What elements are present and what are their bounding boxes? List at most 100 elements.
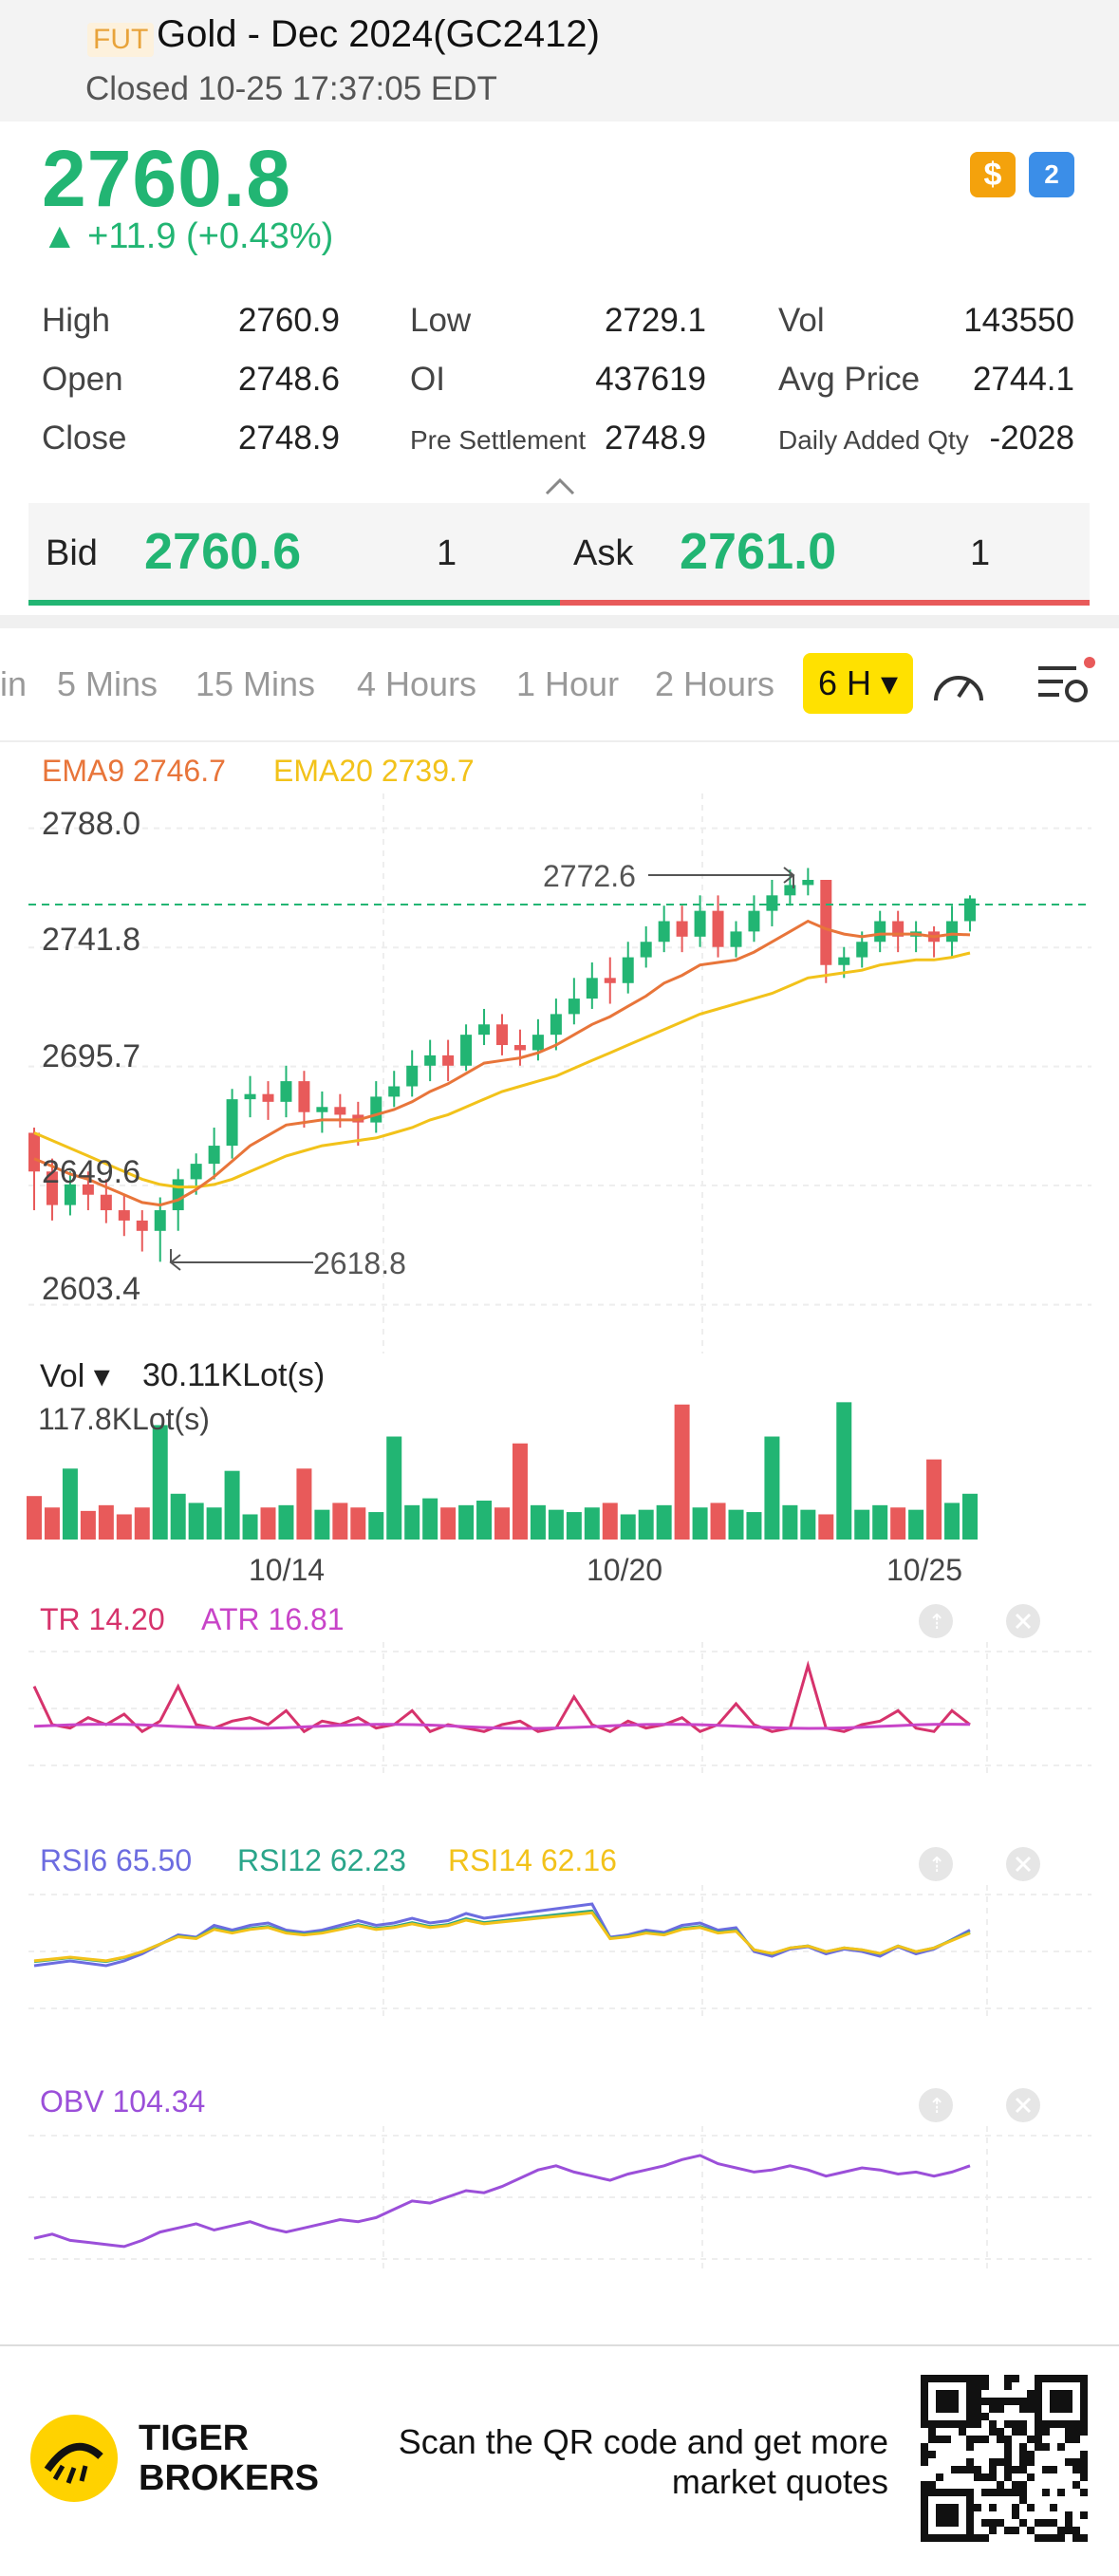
candle bbox=[694, 895, 706, 947]
x-tick: 10/20 bbox=[587, 1553, 663, 1587]
candle bbox=[28, 1128, 40, 1211]
futures-badge: FUT bbox=[87, 23, 155, 57]
candle bbox=[748, 895, 760, 943]
volume-bar bbox=[386, 1436, 402, 1540]
low-annotation: 2618.8 bbox=[169, 1246, 406, 1280]
tab-1-min[interactable]: in bbox=[0, 664, 28, 703]
candle bbox=[226, 1089, 238, 1159]
candle bbox=[136, 1210, 148, 1252]
candle bbox=[298, 1071, 310, 1129]
volume-bar bbox=[710, 1503, 726, 1540]
candle bbox=[513, 1029, 526, 1066]
y-tick: 2788.0 bbox=[42, 806, 140, 842]
volume-bar bbox=[278, 1504, 294, 1540]
section-gap bbox=[0, 615, 1119, 628]
candle bbox=[154, 1197, 166, 1262]
volume-chart: 117.8KLot(s) bbox=[27, 1402, 978, 1540]
volume-bar bbox=[224, 1470, 240, 1540]
tab-5-mins[interactable]: 5 Mins bbox=[57, 664, 159, 703]
volume-bar bbox=[602, 1503, 618, 1540]
bid-quantity: 1 bbox=[437, 533, 457, 573]
pin-icon[interactable]: ⇡ bbox=[917, 1845, 955, 1883]
candle bbox=[568, 978, 580, 1025]
stat-value: -2028 bbox=[989, 420, 1074, 457]
volume-bar bbox=[728, 1509, 744, 1540]
close-icon[interactable] bbox=[1004, 1845, 1042, 1883]
stat-value: 2760.9 bbox=[237, 302, 340, 339]
stat-value: 2748.9 bbox=[604, 420, 706, 457]
volume-bar bbox=[242, 1514, 258, 1540]
candlestick-chart[interactable]: 2788.0 2741.8 2695.7 2649.6 2603.4 2772.… bbox=[0, 793, 1119, 1353]
candle bbox=[496, 1014, 508, 1055]
svg-text:⇡: ⇡ bbox=[928, 1853, 945, 1876]
candle bbox=[604, 957, 616, 1004]
x-tick: 10/14 bbox=[249, 1553, 326, 1587]
volume-bar bbox=[566, 1512, 582, 1540]
volume-bar bbox=[638, 1509, 654, 1540]
footer: TIGER BROKERS Scan the QR code and get m… bbox=[0, 2344, 1119, 2576]
instrument-title: Gold - Dec 2024(GC2412) bbox=[157, 13, 600, 55]
qr-code bbox=[921, 2375, 1088, 2542]
volume-bar bbox=[368, 1512, 384, 1540]
level2-icon[interactable]: 2 bbox=[1029, 152, 1074, 197]
indicator-settings-icon[interactable] bbox=[1035, 655, 1095, 712]
volume-bar bbox=[692, 1507, 708, 1540]
volume-bar bbox=[494, 1507, 510, 1540]
obv-line bbox=[33, 2154, 971, 2249]
volume-bar bbox=[512, 1443, 528, 1540]
tab-2-hours[interactable]: 2 Hours bbox=[655, 664, 775, 703]
ask-price[interactable]: 2761.0 bbox=[680, 523, 837, 580]
volume-selector[interactable]: Vol ▾ bbox=[40, 1358, 110, 1394]
rsi6-line bbox=[33, 1902, 971, 1968]
candle bbox=[370, 1081, 382, 1133]
candle bbox=[874, 910, 886, 953]
candle bbox=[244, 1075, 256, 1118]
ema9-label: EMA9 2746.7 bbox=[42, 754, 226, 788]
rsi14-label: RSI14 62.16 bbox=[448, 1843, 617, 1877]
rsi6-label: RSI6 65.50 bbox=[40, 1843, 193, 1877]
close-icon[interactable] bbox=[1004, 1602, 1042, 1640]
chevron-up-icon[interactable] bbox=[543, 475, 577, 497]
tab-6-hours[interactable]: 6 H ▾ bbox=[803, 653, 913, 714]
atr-chart bbox=[28, 1642, 1091, 1775]
volume-bar bbox=[422, 1498, 438, 1540]
candle bbox=[424, 1039, 437, 1082]
stat-value: 143550 bbox=[963, 302, 1074, 339]
candle bbox=[262, 1081, 274, 1120]
candle bbox=[478, 1008, 491, 1046]
volume-bar bbox=[872, 1504, 888, 1540]
speedometer-icon[interactable] bbox=[928, 657, 989, 710]
candle bbox=[964, 895, 976, 932]
volume-bar bbox=[836, 1402, 852, 1540]
stat-value: 2729.1 bbox=[604, 302, 706, 339]
volume-bar bbox=[152, 1425, 168, 1540]
pin-icon[interactable]: ⇡ bbox=[917, 2086, 955, 2124]
stat-value: 2748.9 bbox=[237, 420, 340, 457]
ask-label: Ask bbox=[573, 533, 634, 573]
volume-bar bbox=[296, 1468, 312, 1540]
rsi12-label: RSI12 62.23 bbox=[237, 1843, 406, 1877]
stat-value: 2744.1 bbox=[972, 361, 1074, 398]
dollar-icon[interactable]: $ bbox=[970, 152, 1016, 197]
rsi-chart bbox=[28, 1885, 1091, 2018]
stat-label: High bbox=[42, 302, 110, 339]
tabs-divider bbox=[0, 740, 1119, 742]
candle bbox=[730, 921, 742, 958]
volume-bar bbox=[746, 1512, 762, 1540]
close-icon[interactable] bbox=[1004, 2086, 1042, 2124]
tab-15-mins[interactable]: 15 Mins bbox=[196, 664, 316, 703]
bid-price[interactable]: 2760.6 bbox=[144, 523, 302, 580]
volume-bar bbox=[656, 1504, 672, 1540]
svg-text:2618.8: 2618.8 bbox=[313, 1246, 406, 1280]
candle bbox=[64, 1171, 76, 1216]
tab-1-hour[interactable]: 1 Hour bbox=[516, 664, 620, 703]
volume-max-label: 117.8KLot(s) bbox=[38, 1402, 210, 1436]
candle bbox=[766, 880, 778, 926]
obv-chart bbox=[28, 2126, 1091, 2268]
volume-bar bbox=[530, 1504, 546, 1540]
stat-label: Open bbox=[42, 361, 123, 398]
pin-icon[interactable]: ⇡ bbox=[917, 1602, 955, 1640]
candle bbox=[640, 925, 652, 968]
volume-bar bbox=[170, 1493, 186, 1540]
tab-4-hours[interactable]: 4 Hours bbox=[357, 664, 477, 703]
